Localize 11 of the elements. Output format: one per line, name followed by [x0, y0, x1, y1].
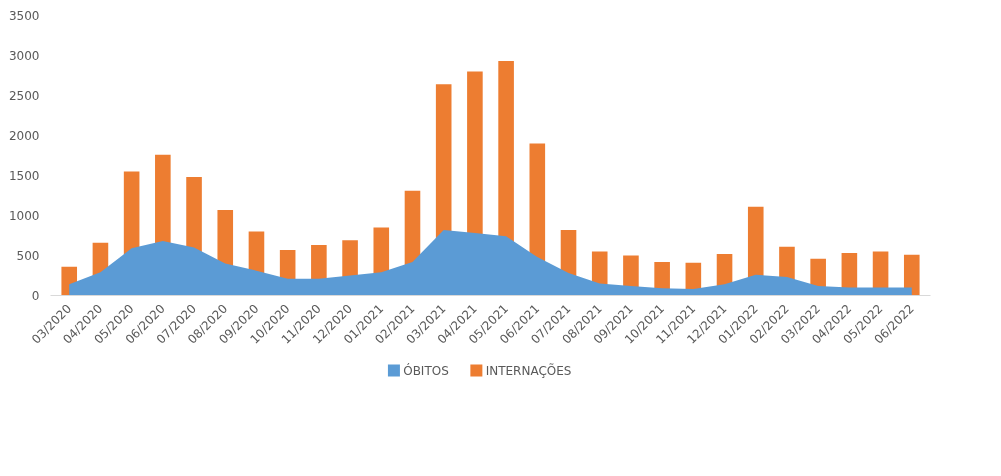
y-tick-label: 2000 [8, 129, 40, 143]
y-tick-label: 500 [16, 249, 40, 263]
bar [903, 254, 920, 296]
legend-label: INTERNAÇÕES [485, 362, 572, 378]
y-tick-label: 3500 [8, 9, 40, 23]
y-tick-label: 2500 [8, 89, 40, 103]
y-tick-label: 1500 [8, 169, 40, 183]
y-tick-label: 1000 [8, 209, 40, 223]
y-tick-label: 0 [31, 289, 40, 303]
legend-label: ÓBITOS [403, 362, 449, 378]
y-tick-label: 3000 [8, 49, 40, 63]
